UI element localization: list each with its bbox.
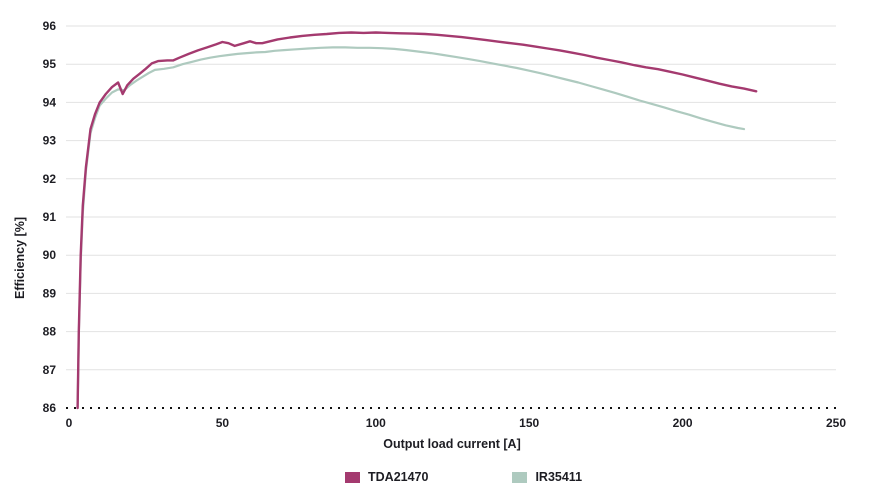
- legend-swatch-tda21470: [345, 471, 360, 483]
- y-tick-label: 96: [43, 19, 57, 33]
- x-tick-label: 50: [216, 416, 230, 430]
- y-tick-label: 87: [43, 363, 57, 377]
- chart-legend: TDA21470 IR35411: [345, 471, 582, 484]
- x-tick-label: 250: [826, 416, 846, 430]
- y-tick-label: 91: [43, 210, 57, 224]
- y-tick-label: 95: [43, 57, 57, 71]
- x-tick-label: 150: [519, 416, 539, 430]
- series-line-ir35411: [76, 46, 746, 410]
- legend-label-ir35411: IR35411: [535, 470, 583, 484]
- x-tick-label: 0: [66, 416, 73, 430]
- legend-label-tda21470: TDA21470: [368, 470, 429, 484]
- y-tick-label: 93: [43, 134, 57, 148]
- y-tick-label: 94: [43, 95, 57, 109]
- y-axis-title: Efficiency [%]: [13, 217, 27, 299]
- x-tick-label: 100: [366, 416, 386, 430]
- series-lines: [76, 31, 758, 410]
- x-axis-title: Output load current [A]: [383, 437, 521, 451]
- axis-ticks: 86 87 88 89 90 91 92 93 94 95 96 0 50 100 150 200 250: [43, 19, 847, 430]
- y-tick-label: 90: [43, 248, 57, 262]
- y-tick-label: 89: [43, 286, 57, 300]
- x-tick-label: 200: [673, 416, 693, 430]
- legend-entry-ir35411: IR35411: [512, 471, 582, 484]
- series-line-tda21470: [76, 31, 758, 410]
- legend-swatch-ir35411: [512, 471, 528, 483]
- legend-entry-tda21470: TDA21470: [345, 471, 428, 484]
- gridlines: [66, 25, 838, 409]
- y-tick-label: 92: [43, 172, 57, 186]
- y-tick-label: 86: [43, 401, 57, 415]
- y-tick-label: 88: [43, 325, 57, 339]
